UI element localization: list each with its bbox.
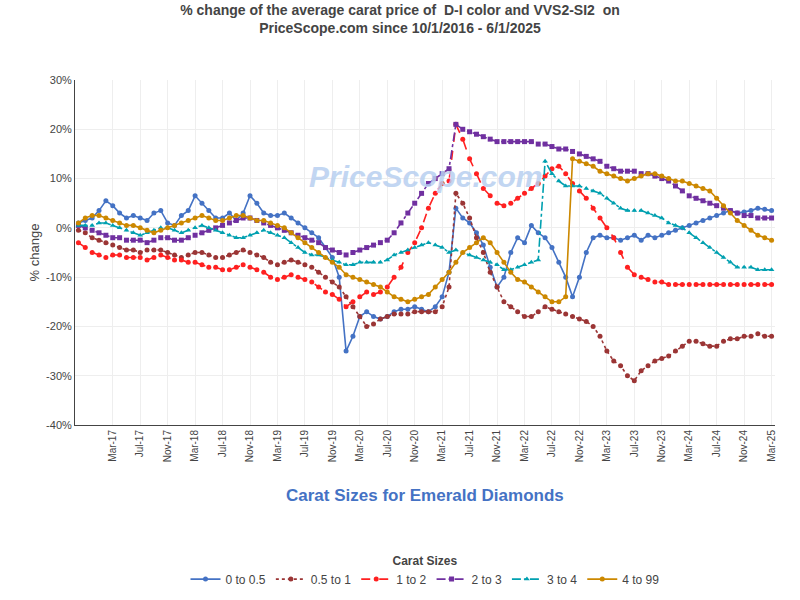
svg-text:Jul-18: Jul-18	[217, 430, 228, 458]
svg-text:3 to 4: 3 to 4	[547, 573, 577, 587]
svg-text:0%: 0%	[56, 222, 72, 234]
svg-text:Nov-21: Nov-21	[491, 430, 502, 463]
svg-text:Nov-20: Nov-20	[409, 430, 420, 463]
svg-text:PriceScope.com: PriceScope.com	[309, 160, 542, 193]
svg-text:10%: 10%	[50, 172, 72, 184]
svg-text:20%: 20%	[50, 123, 72, 135]
svg-text:Nov-18: Nov-18	[244, 430, 255, 463]
svg-text:Mar-22: Mar-22	[519, 430, 530, 462]
svg-text:Nov-19: Nov-19	[327, 430, 338, 463]
svg-text:Nov-22: Nov-22	[574, 430, 585, 463]
svg-text:Mar-19: Mar-19	[272, 430, 283, 462]
svg-text:Mar-20: Mar-20	[354, 430, 365, 462]
svg-text:Mar-21: Mar-21	[436, 430, 447, 462]
svg-text:Nov-23: Nov-23	[656, 430, 667, 463]
svg-text:0 to 0.5: 0 to 0.5	[226, 573, 266, 587]
svg-text:Jul-17: Jul-17	[134, 430, 145, 458]
svg-text:0.5 to 1: 0.5 to 1	[311, 573, 351, 587]
svg-text:Mar-25: Mar-25	[766, 430, 777, 462]
svg-text:Jul-23: Jul-23	[629, 430, 640, 458]
svg-text:30%: 30%	[50, 74, 72, 86]
svg-text:Mar-23: Mar-23	[601, 430, 612, 462]
svg-text:Carat Sizes for Emerald Diamon: Carat Sizes for Emerald Diamonds	[286, 486, 564, 505]
svg-text:Jul-22: Jul-22	[546, 430, 557, 458]
svg-text:4 to 99: 4 to 99	[622, 573, 659, 587]
svg-text:-40%: -40%	[46, 419, 72, 431]
svg-text:-10%: -10%	[46, 271, 72, 283]
svg-text:Nov-17: Nov-17	[162, 430, 173, 463]
svg-text:1 to 2: 1 to 2	[396, 573, 426, 587]
svg-text:-20%: -20%	[46, 320, 72, 332]
svg-text:-30%: -30%	[46, 370, 72, 382]
svg-text:% change of the average carat: % change of the average carat price of D…	[180, 2, 620, 36]
svg-text:2 to 3: 2 to 3	[472, 573, 502, 587]
svg-text:Mar-24: Mar-24	[683, 430, 694, 462]
svg-text:Carat Sizes: Carat Sizes	[392, 554, 457, 568]
svg-text:Jul-19: Jul-19	[299, 430, 310, 458]
svg-text:% change: % change	[27, 224, 42, 282]
svg-text:Jul-21: Jul-21	[464, 430, 475, 458]
svg-text:Jul-24: Jul-24	[711, 430, 722, 458]
svg-text:Mar-18: Mar-18	[189, 430, 200, 462]
svg-text:Jul-20: Jul-20	[382, 430, 393, 458]
svg-text:Nov-24: Nov-24	[738, 430, 749, 463]
svg-text:Mar-17: Mar-17	[107, 430, 118, 462]
